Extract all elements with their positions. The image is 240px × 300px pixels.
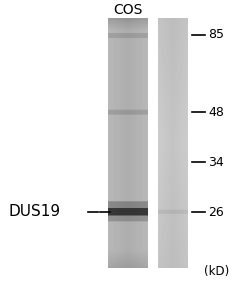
Text: (kD): (kD): [204, 266, 229, 278]
Text: DUS19: DUS19: [8, 205, 60, 220]
Text: 48: 48: [208, 106, 224, 118]
Text: 85: 85: [208, 28, 224, 41]
Text: 26: 26: [208, 206, 224, 218]
Text: COS: COS: [113, 3, 143, 17]
Text: 34: 34: [208, 155, 224, 169]
